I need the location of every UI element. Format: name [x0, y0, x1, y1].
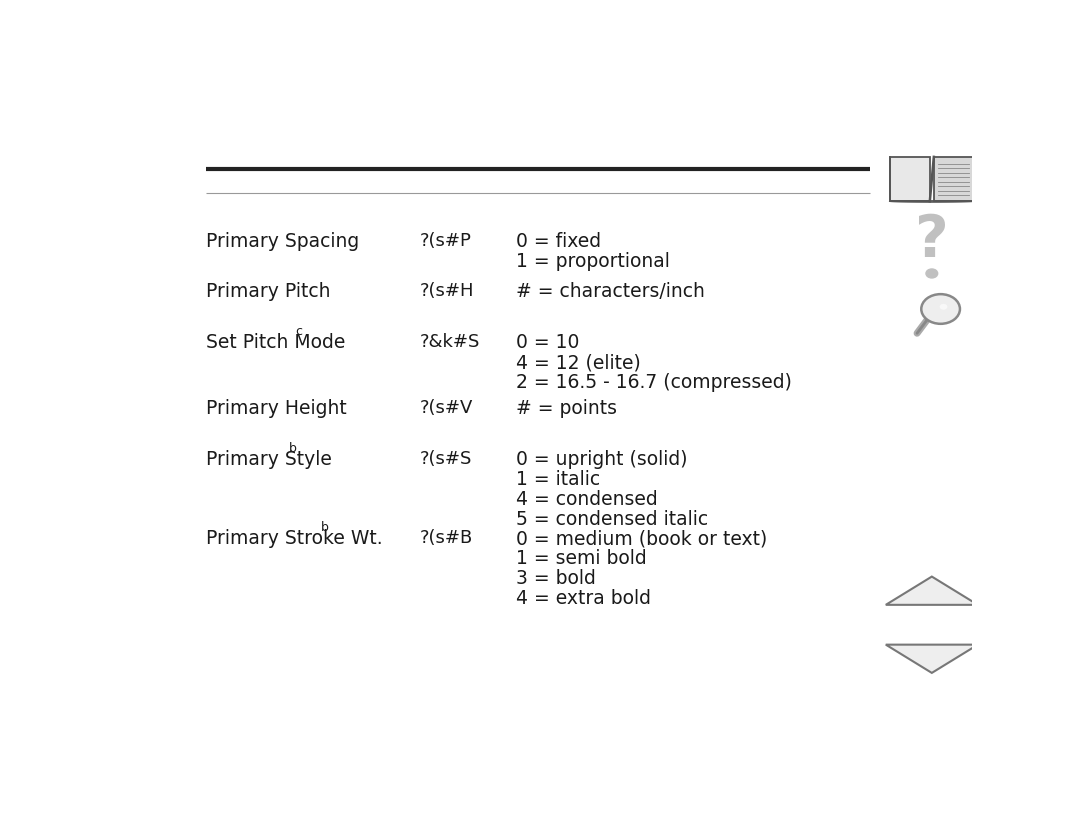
Text: Primary Pitch: Primary Pitch	[206, 282, 330, 301]
Text: Primary Spacing: Primary Spacing	[206, 232, 360, 251]
Text: 0 = 10: 0 = 10	[516, 334, 579, 352]
Text: 4 = condensed: 4 = condensed	[516, 490, 658, 509]
Circle shape	[921, 294, 960, 324]
Text: 4 = 12 (elite): 4 = 12 (elite)	[516, 353, 640, 372]
Text: ?(s#P: ?(s#P	[420, 232, 472, 249]
Text: 1 = italic: 1 = italic	[516, 470, 600, 489]
Polygon shape	[890, 157, 930, 201]
Circle shape	[926, 269, 937, 278]
Text: b: b	[321, 521, 328, 535]
Text: 4 = extra bold: 4 = extra bold	[516, 589, 651, 608]
Polygon shape	[886, 645, 977, 673]
Text: 0 = fixed: 0 = fixed	[516, 232, 600, 251]
Text: 5 = condensed italic: 5 = condensed italic	[516, 510, 708, 529]
Text: Primary Height: Primary Height	[206, 399, 347, 418]
Text: ?(s#V: ?(s#V	[420, 399, 473, 417]
Text: # = characters/inch: # = characters/inch	[516, 282, 705, 301]
Text: b: b	[288, 442, 297, 455]
Text: 0 = medium (book or text): 0 = medium (book or text)	[516, 529, 767, 548]
Text: Primary Stroke Wt.: Primary Stroke Wt.	[206, 529, 382, 548]
Polygon shape	[934, 157, 974, 201]
Text: ?: ?	[915, 212, 948, 269]
Text: 1 = proportional: 1 = proportional	[516, 252, 670, 271]
Text: Primary Style: Primary Style	[206, 450, 332, 469]
Text: ?&k#S: ?&k#S	[420, 334, 480, 351]
Text: 2 = 16.5 - 16.7 (compressed): 2 = 16.5 - 16.7 (compressed)	[516, 373, 792, 392]
Text: ?(s#S: ?(s#S	[420, 450, 472, 468]
Circle shape	[940, 304, 947, 309]
Text: ?(s#H: ?(s#H	[420, 282, 474, 299]
Text: 3 = bold: 3 = bold	[516, 569, 596, 588]
Polygon shape	[886, 576, 977, 605]
Text: ?(s#B: ?(s#B	[420, 529, 473, 547]
Text: # = points: # = points	[516, 399, 617, 418]
Text: c: c	[295, 325, 302, 339]
Text: Set Pitch Mode: Set Pitch Mode	[206, 334, 346, 352]
Text: 1 = semi bold: 1 = semi bold	[516, 549, 647, 568]
Text: 0 = upright (solid): 0 = upright (solid)	[516, 450, 687, 469]
